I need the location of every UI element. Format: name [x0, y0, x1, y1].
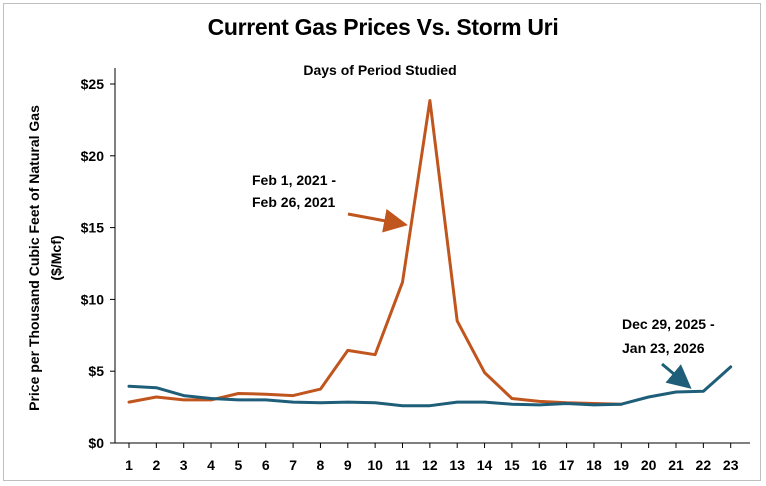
- y-tick-label: $0: [88, 435, 104, 451]
- series-line-2: [127, 365, 733, 408]
- annotation-arrow-1: [347, 208, 408, 233]
- x-tick-label: 14: [477, 457, 493, 473]
- x-tick-label: 3: [180, 457, 188, 473]
- x-tick-label: 9: [344, 457, 352, 473]
- x-tick-label: 17: [559, 457, 575, 473]
- annotation-label-1-line2: Feb 26, 2021: [252, 194, 335, 210]
- x-tick-label: 13: [449, 457, 465, 473]
- x-tick-label: 11: [395, 457, 410, 473]
- x-tick-label: 5: [235, 457, 243, 473]
- x-tick-label: 23: [723, 457, 739, 473]
- x-tick-label: 7: [289, 457, 297, 473]
- annotations: Feb 1, 2021 - Feb 26, 2021 Dec 29, 2025 - J…: [252, 172, 715, 389]
- chart-title: Current Gas Prices Vs. Storm Uri: [207, 14, 559, 40]
- x-axis: 1 2 3 4 5 6 7 8 9 10 11 12 13 14 15 16 17 18 19 20 21 22 23: [115, 442, 750, 473]
- x-tick-label: 18: [586, 457, 602, 473]
- x-tick-label: 10: [367, 457, 383, 473]
- x-tick-label: 20: [641, 457, 657, 473]
- x-tick-label: 1: [125, 457, 133, 473]
- x-tick-label: 16: [531, 457, 547, 473]
- series-lines: [127, 99, 733, 408]
- x-tick-label: 8: [317, 457, 325, 473]
- annotation-arrow-2: [661, 362, 692, 389]
- y-tick-label: $15: [81, 220, 105, 236]
- y-tick-label: $10: [81, 291, 105, 307]
- x-tick-label: 12: [422, 457, 438, 473]
- y-tick-label: $25: [81, 76, 105, 92]
- annotation-label-2-line1: Dec 29, 2025 -: [622, 316, 715, 332]
- x-tick-label: 15: [504, 457, 520, 473]
- x-tick-label: 22: [696, 457, 712, 473]
- annotation-label-1-line1: Feb 1, 2021 -: [252, 172, 336, 188]
- y-axis: $0 $5 $10 $15 $20 $25: [81, 68, 116, 451]
- y-tick-label: $20: [81, 148, 105, 164]
- x-tick-label: 6: [262, 457, 270, 473]
- y-tick-label: $5: [88, 363, 104, 379]
- x-tick-label: 19: [614, 457, 630, 473]
- x-tick-label: 4: [207, 457, 215, 473]
- series-line-1: [127, 99, 623, 406]
- x-tick-label: 2: [152, 457, 160, 473]
- x-tick-label: 21: [668, 457, 684, 473]
- annotation-label-2-line2: Jan 23, 2026: [622, 340, 705, 356]
- chart-subtitle: Days of Period Studied: [303, 62, 457, 78]
